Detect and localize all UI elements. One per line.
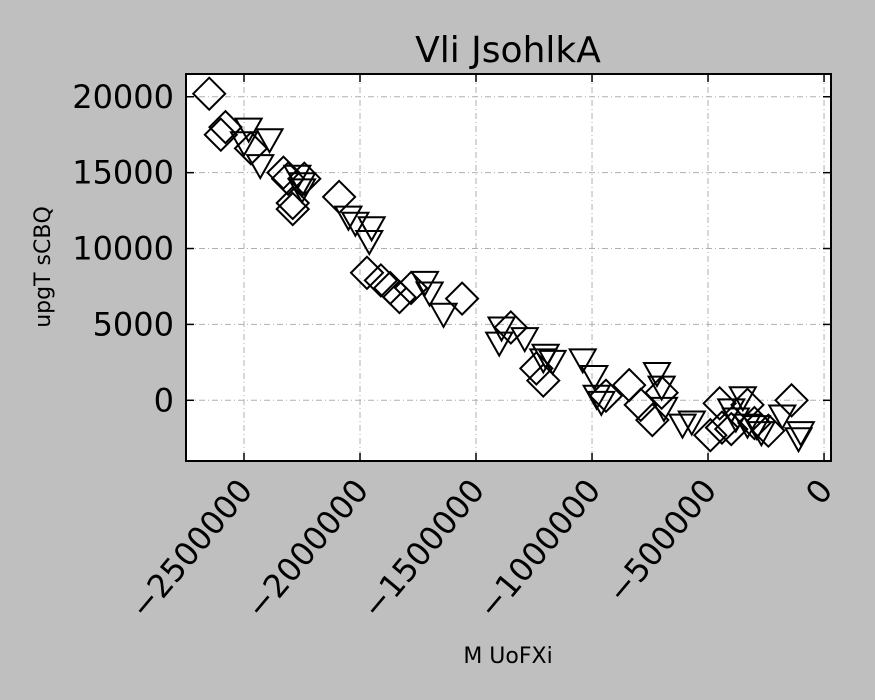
diamond-marker bbox=[704, 410, 740, 446]
triangle-marker bbox=[254, 128, 285, 155]
diamond-marker bbox=[275, 185, 311, 221]
triangle-marker bbox=[728, 386, 758, 413]
triangle-marker bbox=[333, 205, 364, 232]
triangle-marker bbox=[245, 154, 275, 181]
diamond-marker bbox=[774, 382, 809, 418]
diamond-marker bbox=[266, 155, 301, 191]
diamond-marker bbox=[275, 191, 311, 227]
diamond-marker bbox=[713, 411, 749, 447]
triangle-marker bbox=[649, 396, 679, 423]
triangle-marker bbox=[746, 421, 777, 448]
diamond-marker bbox=[525, 363, 561, 398]
triangle-marker bbox=[581, 384, 612, 411]
axis-ticks bbox=[186, 74, 831, 461]
diamond-marker bbox=[233, 130, 269, 166]
triangle-marker bbox=[568, 348, 598, 375]
diamond-marker bbox=[634, 402, 670, 438]
triangle-marker bbox=[667, 413, 698, 440]
triangle-marker bbox=[732, 413, 763, 440]
x-axis-label: M UoFXi bbox=[463, 644, 552, 669]
y-tick-label: 0 bbox=[154, 381, 174, 419]
diamond-marker bbox=[692, 417, 728, 453]
diamond-marker bbox=[382, 279, 417, 315]
triangle-marker bbox=[229, 131, 259, 158]
diamond-marker bbox=[493, 310, 529, 345]
triangle-marker bbox=[486, 316, 517, 343]
triangle-marker bbox=[484, 331, 514, 358]
triangle-marker bbox=[414, 281, 445, 308]
chart-title: Vli JsohlkA bbox=[415, 30, 601, 71]
triangle-marker bbox=[677, 410, 707, 437]
x-tick-labels: −2500000−2000000−1500000−1000000−500000 0 bbox=[122, 472, 840, 626]
triangle-marker bbox=[786, 421, 816, 448]
plot-frame bbox=[185, 73, 832, 462]
triangle-marker bbox=[579, 365, 610, 392]
y-tick-labels: 0 5000 10000 15000 20000 bbox=[72, 78, 174, 420]
triangle-marker bbox=[742, 415, 772, 442]
triangle-marker bbox=[354, 229, 385, 256]
diamond-marker bbox=[702, 385, 738, 421]
x-tick-label: 0 bbox=[798, 472, 840, 512]
x-tick-label: −1000000 bbox=[470, 472, 608, 626]
triangle-marker bbox=[510, 327, 540, 354]
diamond-marker bbox=[208, 109, 243, 145]
triangle-marker bbox=[721, 407, 751, 434]
triangle-marker bbox=[282, 164, 313, 191]
diamond-marker bbox=[203, 117, 239, 153]
y-tick-label: 10000 bbox=[72, 230, 174, 268]
diamond-marker bbox=[750, 413, 786, 449]
diamond-marker bbox=[191, 76, 227, 112]
plot-area bbox=[186, 74, 831, 461]
triangle-marker bbox=[428, 302, 459, 329]
data-markers bbox=[191, 76, 816, 454]
diamond-marker bbox=[644, 375, 680, 411]
diamond-marker bbox=[363, 262, 399, 298]
triangle-marker bbox=[530, 343, 561, 370]
triangle-marker bbox=[586, 390, 617, 417]
y-axis-label: upgT sCBQ bbox=[31, 206, 56, 328]
triangle-marker bbox=[642, 361, 672, 389]
triangle-marker bbox=[233, 117, 264, 144]
x-tick-label: −500000 bbox=[599, 472, 724, 611]
y-tick-label: 20000 bbox=[72, 78, 174, 116]
y-tick-label: 5000 bbox=[93, 305, 174, 343]
diamond-marker bbox=[588, 378, 624, 414]
diamond-marker bbox=[444, 281, 480, 317]
triangle-marker bbox=[356, 216, 387, 243]
triangle-marker bbox=[646, 375, 677, 402]
triangle-marker bbox=[537, 349, 568, 376]
triangle-marker bbox=[767, 404, 797, 431]
y-tick-label: 15000 bbox=[72, 154, 174, 192]
